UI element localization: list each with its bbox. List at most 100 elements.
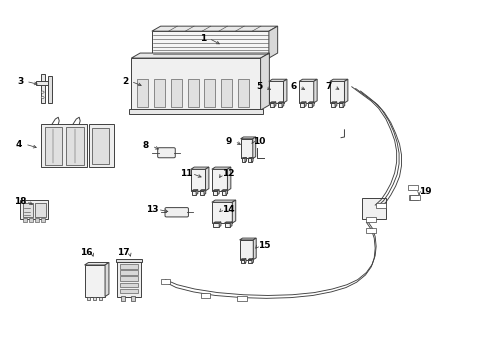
- Text: 13: 13: [145, 205, 158, 214]
- Bar: [361, 198, 385, 220]
- Polygon shape: [131, 53, 269, 58]
- Polygon shape: [269, 102, 275, 103]
- FancyBboxPatch shape: [158, 148, 175, 158]
- Bar: [277, 103, 282, 107]
- Bar: [408, 195, 417, 200]
- Bar: [23, 218, 27, 222]
- Bar: [170, 78, 182, 107]
- Bar: [120, 270, 138, 275]
- Polygon shape: [244, 259, 245, 263]
- Polygon shape: [282, 102, 283, 107]
- Bar: [200, 293, 210, 298]
- Bar: [329, 81, 344, 103]
- Polygon shape: [300, 102, 305, 103]
- Bar: [299, 81, 313, 103]
- Bar: [129, 109, 263, 114]
- Text: 3: 3: [17, 77, 23, 86]
- Bar: [409, 195, 419, 201]
- Text: 1: 1: [200, 34, 206, 43]
- Bar: [187, 78, 198, 107]
- Bar: [121, 296, 124, 301]
- Polygon shape: [232, 200, 235, 223]
- Bar: [224, 223, 230, 227]
- Bar: [190, 169, 205, 191]
- Bar: [241, 158, 244, 162]
- Text: 18: 18: [14, 197, 26, 206]
- Bar: [120, 276, 138, 281]
- Polygon shape: [105, 262, 109, 297]
- Polygon shape: [344, 79, 347, 103]
- Text: 8: 8: [142, 141, 149, 150]
- Bar: [239, 240, 253, 260]
- Circle shape: [41, 96, 44, 99]
- Bar: [66, 127, 83, 165]
- Polygon shape: [213, 190, 219, 191]
- Polygon shape: [268, 79, 286, 81]
- Bar: [92, 128, 109, 164]
- Bar: [93, 297, 96, 300]
- Bar: [120, 264, 138, 269]
- Polygon shape: [227, 167, 230, 191]
- Bar: [41, 74, 44, 103]
- Bar: [29, 218, 33, 222]
- Bar: [375, 203, 385, 208]
- Polygon shape: [268, 26, 277, 58]
- Text: 10: 10: [252, 137, 265, 146]
- Polygon shape: [244, 158, 246, 162]
- Text: 5: 5: [256, 82, 262, 91]
- Bar: [247, 158, 251, 162]
- Text: 9: 9: [225, 137, 232, 146]
- Polygon shape: [260, 53, 269, 110]
- Bar: [269, 103, 274, 107]
- Polygon shape: [224, 222, 231, 223]
- Polygon shape: [230, 222, 231, 227]
- Polygon shape: [252, 137, 255, 158]
- Polygon shape: [219, 222, 221, 227]
- Bar: [268, 81, 283, 103]
- Polygon shape: [239, 238, 256, 240]
- Bar: [120, 289, 138, 293]
- Polygon shape: [330, 102, 336, 103]
- Bar: [35, 203, 45, 217]
- Text: 15: 15: [257, 241, 270, 250]
- Bar: [137, 78, 148, 107]
- Text: 14: 14: [221, 205, 234, 214]
- Circle shape: [41, 91, 44, 93]
- Bar: [221, 191, 225, 195]
- Bar: [89, 125, 114, 167]
- Polygon shape: [221, 190, 227, 191]
- Polygon shape: [251, 259, 253, 263]
- Bar: [338, 103, 342, 107]
- Bar: [213, 223, 219, 227]
- Bar: [366, 228, 375, 233]
- Polygon shape: [299, 79, 317, 81]
- Polygon shape: [313, 79, 317, 103]
- Bar: [20, 200, 48, 219]
- Bar: [237, 296, 246, 301]
- Bar: [44, 127, 62, 165]
- Polygon shape: [334, 102, 336, 107]
- Polygon shape: [225, 190, 227, 195]
- Polygon shape: [329, 79, 347, 81]
- Bar: [211, 169, 227, 191]
- Text: 17: 17: [117, 248, 130, 257]
- Polygon shape: [84, 262, 109, 265]
- Bar: [120, 283, 138, 287]
- Polygon shape: [277, 102, 283, 103]
- Bar: [99, 297, 102, 300]
- Bar: [86, 297, 89, 300]
- Bar: [221, 78, 232, 107]
- Bar: [22, 203, 33, 217]
- Polygon shape: [251, 158, 252, 162]
- Bar: [238, 78, 248, 107]
- Polygon shape: [342, 102, 344, 107]
- Bar: [211, 202, 232, 223]
- Text: 6: 6: [289, 82, 296, 91]
- Text: 11: 11: [180, 169, 192, 178]
- Polygon shape: [200, 190, 205, 191]
- Polygon shape: [240, 137, 255, 139]
- Polygon shape: [274, 102, 275, 107]
- Polygon shape: [304, 102, 305, 107]
- Bar: [117, 262, 141, 297]
- Text: 16: 16: [80, 248, 92, 257]
